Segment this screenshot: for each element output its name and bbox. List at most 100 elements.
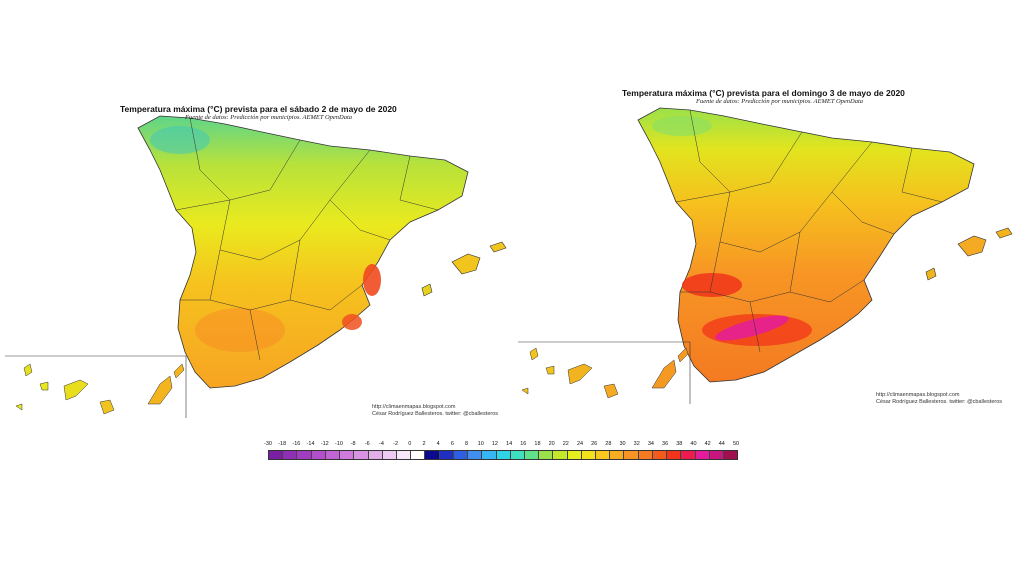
legend-tick-label: 14 bbox=[506, 441, 513, 447]
menorca-shape bbox=[489, 241, 507, 253]
peninsula-shape bbox=[637, 107, 975, 383]
legend-tick-label: -6 bbox=[364, 441, 370, 447]
legend-tick-label: -4 bbox=[379, 441, 384, 447]
legend-swatch bbox=[340, 451, 355, 459]
legend-color-bar bbox=[268, 450, 738, 460]
mallorca-shape bbox=[451, 253, 481, 275]
legend-swatch bbox=[510, 451, 525, 459]
legend-swatch bbox=[453, 451, 469, 459]
legend-tick-label: 4 bbox=[436, 441, 440, 447]
legend-swatch bbox=[482, 451, 497, 459]
canary-islands bbox=[15, 363, 185, 415]
canarias-inset-frame bbox=[518, 341, 691, 404]
legend-tick-label: 8 bbox=[465, 441, 469, 447]
legend-tick-label: 38 bbox=[676, 441, 683, 447]
credit-author: César Rodríguez Ballesteros. twitter: @c… bbox=[372, 411, 499, 417]
legend-tick-label: -16 bbox=[292, 441, 301, 447]
hot-area-valencia bbox=[363, 264, 381, 296]
ibiza-shape bbox=[421, 283, 433, 297]
legend-tick-label: 12 bbox=[491, 441, 498, 447]
canary-islands bbox=[521, 347, 689, 399]
map-title: Temperatura máxima (°C) prevista para el… bbox=[120, 104, 397, 114]
legend-tick-label: 50 bbox=[732, 441, 740, 447]
cool-area-north bbox=[652, 116, 712, 136]
legend-swatch bbox=[524, 451, 540, 459]
legend-tick-label: -18 bbox=[278, 441, 287, 447]
legend-tick-label: -12 bbox=[320, 441, 329, 447]
hot-area-guadiana bbox=[682, 273, 742, 297]
legend-swatch bbox=[667, 451, 682, 459]
legend-tick-label: 44 bbox=[718, 441, 725, 447]
legend-swatch bbox=[396, 451, 412, 459]
legend-tick-label: 26 bbox=[591, 441, 598, 447]
legend-tick-label: 0 bbox=[408, 441, 412, 447]
credit-url: http://climaenmapas.blogspot.com bbox=[876, 392, 960, 398]
map-subtitle: Fuente de datos: Predicción por municipi… bbox=[185, 114, 353, 121]
province-borders bbox=[175, 117, 439, 361]
legend-swatch bbox=[425, 451, 440, 459]
legend-swatch bbox=[325, 451, 341, 459]
legend-swatch bbox=[596, 451, 611, 459]
hot-area-murcia bbox=[342, 314, 362, 330]
legend-tick-label: 28 bbox=[605, 441, 612, 447]
legend-swatch bbox=[567, 451, 582, 459]
legend-tick-label: 42 bbox=[704, 441, 711, 447]
canarias-inset-frame bbox=[5, 355, 187, 418]
legend-tick-label: 10 bbox=[477, 441, 484, 447]
legend-tick-label: -30 bbox=[264, 441, 272, 447]
legend-swatch bbox=[297, 451, 312, 459]
legend-swatch bbox=[269, 451, 284, 459]
legend-swatch bbox=[539, 451, 554, 459]
warm-area-south bbox=[195, 308, 285, 352]
credit-author: César Rodríguez Ballesteros. twitter: @c… bbox=[876, 399, 1003, 405]
legend-swatch bbox=[283, 451, 298, 459]
legend-tick-label: 18 bbox=[534, 441, 541, 447]
legend-swatch bbox=[354, 451, 369, 459]
legend-swatch bbox=[724, 451, 738, 459]
map-saturday: Temperatura máxima (°C) prevista para el… bbox=[0, 0, 520, 430]
legend-tick-label: 6 bbox=[450, 441, 454, 447]
legend-swatch bbox=[439, 451, 454, 459]
legend-swatch bbox=[624, 451, 639, 459]
legend-tick-label: 30 bbox=[619, 441, 626, 447]
menorca-shape bbox=[995, 227, 1013, 239]
legend-swatch bbox=[382, 451, 397, 459]
legend-tick-label: -10 bbox=[334, 441, 343, 447]
legend-swatch bbox=[411, 451, 426, 459]
map-saturday-graphic bbox=[5, 115, 507, 418]
map-sunday: Temperatura máxima (°C) prevista para el… bbox=[512, 0, 1024, 430]
legend-tick-label: 22 bbox=[562, 441, 569, 447]
legend-swatch bbox=[468, 451, 483, 459]
legend-ticks: -30 -18 -16 -14 -12 -10 -8 -6 -4 -2 0 2 4 6 8 10 12 14 16 1… bbox=[264, 441, 740, 449]
legend-swatch bbox=[652, 451, 668, 459]
legend-tick-label: 24 bbox=[576, 441, 584, 447]
peninsula-shape bbox=[137, 115, 469, 389]
legend-tick-label: 20 bbox=[548, 441, 555, 447]
legend-swatch bbox=[496, 451, 511, 459]
mallorca-shape bbox=[957, 235, 987, 257]
legend-swatch bbox=[368, 451, 383, 459]
legend-tick-label: -14 bbox=[306, 441, 315, 447]
legend-tick-label: 34 bbox=[647, 441, 654, 447]
legend-swatch bbox=[610, 451, 625, 459]
cool-area-north bbox=[150, 126, 210, 154]
legend-swatch bbox=[681, 451, 696, 459]
legend-tick-label: 16 bbox=[520, 441, 527, 447]
legend-swatch bbox=[638, 451, 653, 459]
legend-tick-label: -2 bbox=[393, 441, 399, 447]
ibiza-shape bbox=[925, 267, 937, 281]
legend-tick-label: 32 bbox=[633, 441, 640, 447]
credit-url: http://climaenmapas.blogspot.com bbox=[372, 404, 456, 410]
map-title: Temperatura máxima (°C) prevista para el… bbox=[622, 88, 905, 98]
very-hot-area-andalucia bbox=[715, 315, 789, 341]
legend-tick-label: -8 bbox=[350, 441, 356, 447]
legend-swatch bbox=[695, 451, 710, 459]
legend-swatch bbox=[581, 451, 597, 459]
map-subtitle: Fuente de datos: Predicción por municipi… bbox=[696, 98, 864, 105]
province-borders bbox=[675, 109, 943, 353]
legend-tick-label: 40 bbox=[690, 441, 697, 447]
map-sunday-graphic bbox=[518, 107, 1013, 404]
legend-swatch bbox=[311, 451, 326, 459]
legend-swatch bbox=[553, 451, 568, 459]
legend-swatch bbox=[709, 451, 724, 459]
